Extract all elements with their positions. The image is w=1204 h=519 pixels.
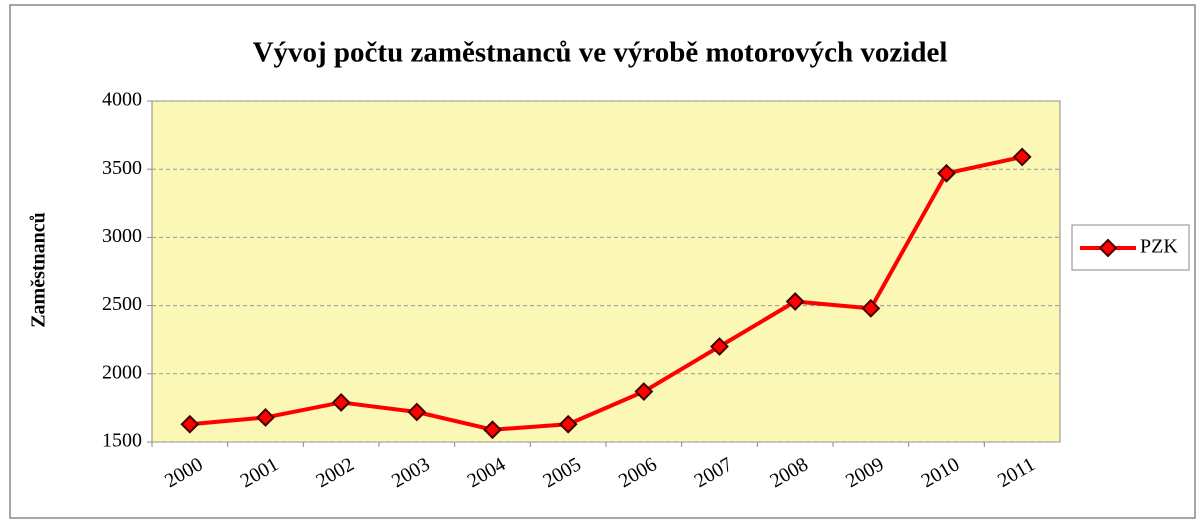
data-point bbox=[558, 414, 578, 434]
y-tick-label: 3500 bbox=[102, 157, 142, 179]
data-point bbox=[407, 402, 427, 422]
data-point bbox=[710, 337, 729, 356]
y-tick-label: 1500 bbox=[102, 430, 142, 452]
data-point bbox=[937, 163, 956, 183]
y-tick-label: 4000 bbox=[102, 89, 142, 111]
y-tick-label: 2000 bbox=[102, 361, 142, 383]
data-point bbox=[331, 393, 351, 412]
series-line bbox=[189, 154, 1023, 432]
legend-label: PZK bbox=[1140, 236, 1178, 258]
plot-area bbox=[151, 100, 1061, 443]
data-point bbox=[861, 298, 881, 318]
y-tick-label: 2500 bbox=[102, 293, 142, 315]
y-axis-label: Zaměstnanců bbox=[28, 212, 50, 328]
data-point bbox=[483, 420, 502, 440]
data-point bbox=[785, 292, 805, 311]
legend-marker bbox=[1098, 238, 1118, 258]
data-point bbox=[634, 382, 654, 401]
data-point bbox=[1012, 147, 1032, 167]
chart-title: Vývoj počtu zaměstnanců ve výrobě motoro… bbox=[253, 37, 948, 69]
data-point bbox=[256, 408, 275, 427]
data-point bbox=[180, 414, 200, 434]
y-tick-label: 3000 bbox=[102, 225, 142, 247]
